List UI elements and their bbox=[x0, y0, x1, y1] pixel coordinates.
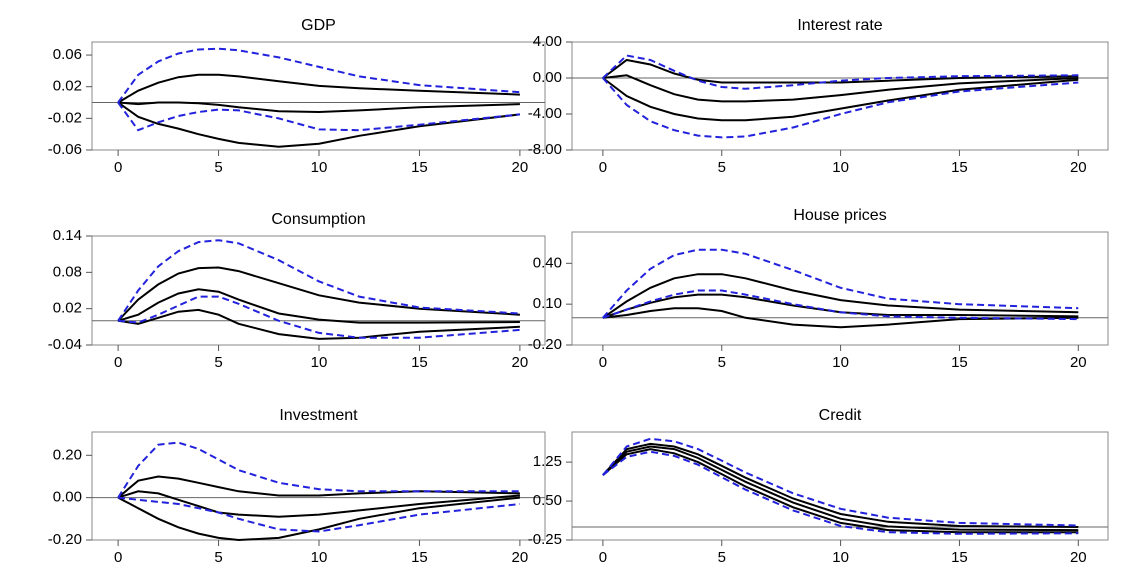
x-tick-label: 20 bbox=[1070, 549, 1087, 566]
x-tick-label: 5 bbox=[718, 354, 726, 371]
response-line bbox=[602, 307, 1079, 329]
response-line bbox=[117, 266, 520, 322]
response-line bbox=[602, 445, 1079, 532]
x-tick-label: 20 bbox=[1070, 159, 1087, 176]
y-tick-label: 0.20 bbox=[53, 446, 82, 463]
y-tick-label: -0.04 bbox=[48, 336, 82, 353]
response-line bbox=[117, 288, 520, 324]
response-line bbox=[602, 54, 1079, 90]
y-tick-label: -0.02 bbox=[48, 109, 82, 126]
response-line bbox=[117, 101, 521, 132]
y-tick-label: -0.06 bbox=[48, 141, 82, 158]
plot-frame bbox=[91, 235, 546, 346]
x-tick-label: 10 bbox=[832, 549, 849, 566]
plot-frame bbox=[91, 41, 546, 151]
y-tick-label: -0.25 bbox=[528, 531, 562, 548]
response-line bbox=[117, 239, 520, 322]
plot-frame bbox=[571, 431, 1109, 541]
y-tick-label: 0.40 bbox=[533, 254, 562, 271]
x-tick-label: 20 bbox=[512, 159, 529, 176]
x-tick-label: 15 bbox=[411, 549, 428, 566]
response-line bbox=[117, 308, 520, 340]
response-line bbox=[117, 475, 520, 499]
response-line bbox=[117, 47, 520, 104]
response-line bbox=[602, 450, 1079, 535]
panel-title: GDP bbox=[301, 17, 336, 34]
y-tick-label: 0.00 bbox=[53, 489, 82, 506]
x-tick-label: 15 bbox=[411, 354, 428, 371]
x-tick-label: 5 bbox=[214, 549, 222, 566]
response-line bbox=[117, 441, 520, 499]
panel-title: Interest rate bbox=[797, 17, 882, 34]
y-tick-label: 0.00 bbox=[533, 69, 562, 86]
panel-title: Credit bbox=[819, 407, 862, 424]
x-tick-label: 15 bbox=[951, 354, 968, 371]
x-tick-label: 5 bbox=[718, 549, 726, 566]
x-tick-label: 0 bbox=[114, 549, 122, 566]
y-tick-label: -0.20 bbox=[48, 531, 82, 548]
response-line bbox=[602, 289, 1079, 321]
y-tick-label: 0.06 bbox=[53, 46, 82, 63]
x-tick-label: 10 bbox=[311, 354, 328, 371]
x-tick-label: 0 bbox=[599, 354, 607, 371]
panel-title: House prices bbox=[793, 207, 886, 224]
plot-frame bbox=[91, 431, 546, 541]
response-line bbox=[602, 293, 1079, 319]
response-line bbox=[117, 101, 521, 148]
y-tick-label: 4.00 bbox=[533, 33, 562, 50]
y-tick-label: -0.20 bbox=[528, 336, 562, 353]
x-tick-label: 5 bbox=[718, 159, 726, 176]
response-line bbox=[602, 442, 1079, 528]
response-line bbox=[117, 490, 520, 518]
x-tick-label: 15 bbox=[951, 159, 968, 176]
y-tick-label: 0.08 bbox=[53, 263, 82, 280]
x-tick-label: 15 bbox=[951, 549, 968, 566]
x-tick-label: 20 bbox=[512, 354, 529, 371]
x-tick-label: 15 bbox=[411, 159, 428, 176]
x-tick-label: 5 bbox=[214, 159, 222, 176]
y-tick-label: 1.25 bbox=[533, 453, 562, 470]
response-line bbox=[602, 74, 1079, 103]
x-tick-label: 10 bbox=[311, 159, 328, 176]
x-tick-label: 5 bbox=[214, 354, 222, 371]
y-tick-label: -8.00 bbox=[528, 141, 562, 158]
x-tick-label: 10 bbox=[832, 159, 849, 176]
response-line bbox=[602, 273, 1079, 319]
response-line bbox=[118, 295, 520, 339]
response-line bbox=[117, 73, 520, 104]
response-line bbox=[117, 496, 521, 542]
response-line bbox=[118, 101, 520, 114]
x-tick-label: 0 bbox=[114, 354, 122, 371]
y-tick-label: 0.02 bbox=[53, 300, 82, 317]
panel-title: Consumption bbox=[271, 211, 365, 228]
x-tick-label: 20 bbox=[1070, 354, 1087, 371]
y-tick-label: 0.02 bbox=[53, 78, 82, 95]
response-line bbox=[602, 77, 1079, 139]
response-line bbox=[602, 77, 1079, 122]
x-tick-label: 0 bbox=[599, 159, 607, 176]
y-tick-label: 0.10 bbox=[533, 295, 562, 312]
y-tick-label: 0.50 bbox=[533, 492, 562, 509]
plot-frame bbox=[571, 41, 1109, 151]
response-line bbox=[602, 448, 1079, 534]
response-line bbox=[602, 437, 1079, 527]
x-tick-label: 0 bbox=[114, 159, 122, 176]
response-line bbox=[602, 248, 1079, 319]
y-tick-label: -4.00 bbox=[528, 105, 562, 122]
x-tick-label: 0 bbox=[599, 549, 607, 566]
plot-frame bbox=[571, 231, 1109, 346]
response-line bbox=[117, 496, 521, 533]
y-tick-label: 0.14 bbox=[53, 227, 82, 244]
x-tick-label: 10 bbox=[832, 354, 849, 371]
panel-title: Investment bbox=[279, 407, 358, 424]
x-tick-label: 10 bbox=[311, 549, 328, 566]
response-line bbox=[602, 58, 1079, 84]
x-tick-label: 20 bbox=[512, 549, 529, 566]
